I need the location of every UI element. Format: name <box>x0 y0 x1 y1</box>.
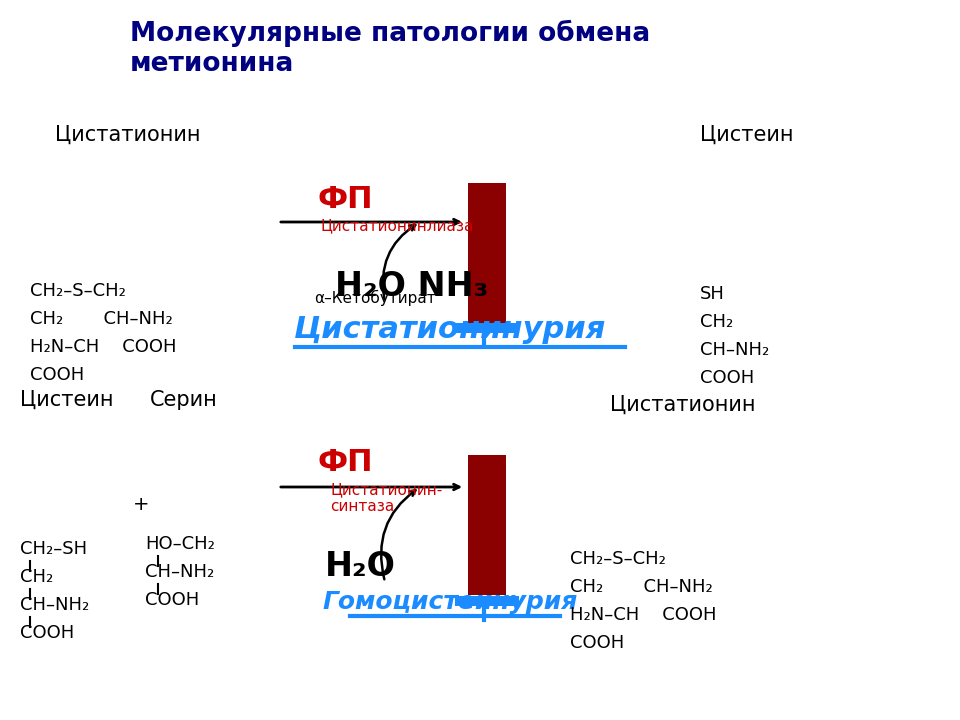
Text: Цистатионин: Цистатионин <box>55 125 201 145</box>
Text: Гомоцистеинурия: Гомоцистеинурия <box>323 590 578 614</box>
Text: ФП: ФП <box>317 185 372 214</box>
Text: COOH: COOH <box>700 369 755 387</box>
Text: CH₂–S–CH₂: CH₂–S–CH₂ <box>570 550 666 568</box>
Text: Цистеин: Цистеин <box>20 390 113 410</box>
Bar <box>455 596 519 606</box>
Text: CH₂: CH₂ <box>700 313 733 331</box>
Text: COOH: COOH <box>20 624 74 642</box>
Text: синтаза: синтаза <box>330 499 395 514</box>
Text: Цистатионинлиаза: Цистатионинлиаза <box>320 218 473 233</box>
Text: CH–NH₂: CH–NH₂ <box>20 596 89 614</box>
Text: Серин: Серин <box>150 390 218 410</box>
Text: α–Кетобутират: α–Кетобутират <box>314 290 436 306</box>
Text: ФП: ФП <box>317 448 372 477</box>
Text: CH₂       CH–NH₂: CH₂ CH–NH₂ <box>30 310 173 328</box>
Text: H₂O NH₃: H₂O NH₃ <box>335 270 489 303</box>
Text: COOH: COOH <box>570 634 624 652</box>
Bar <box>468 455 506 595</box>
Bar <box>455 323 519 333</box>
Text: CH₂: CH₂ <box>20 568 53 586</box>
Text: CH–NH₂: CH–NH₂ <box>145 563 214 581</box>
Text: Цистатионин-: Цистатионин- <box>330 482 443 497</box>
Text: H₂N–CH    COOH: H₂N–CH COOH <box>30 338 177 356</box>
Text: H₂O: H₂O <box>324 550 396 583</box>
Text: Цистатионин: Цистатионин <box>610 395 756 415</box>
Text: CH₂       CH–NH₂: CH₂ CH–NH₂ <box>570 578 712 596</box>
Text: +: + <box>133 495 150 514</box>
Text: COOH: COOH <box>30 366 84 384</box>
Text: CH₂–S–CH₂: CH₂–S–CH₂ <box>30 282 126 300</box>
Text: Цистатионинурия: Цистатионинурия <box>294 315 606 344</box>
Text: CH₂–SH: CH₂–SH <box>20 540 87 558</box>
Text: H₂N–CH    COOH: H₂N–CH COOH <box>570 606 716 624</box>
Bar <box>468 183 506 323</box>
Text: Цистеин: Цистеин <box>700 125 794 145</box>
Text: Молекулярные патологии обмена
метионина: Молекулярные патологии обмена метионина <box>130 20 650 77</box>
Text: COOH: COOH <box>145 591 200 609</box>
Text: CH–NH₂: CH–NH₂ <box>700 341 769 359</box>
Text: HO–CH₂: HO–CH₂ <box>145 535 215 553</box>
Text: SH: SH <box>700 285 725 303</box>
